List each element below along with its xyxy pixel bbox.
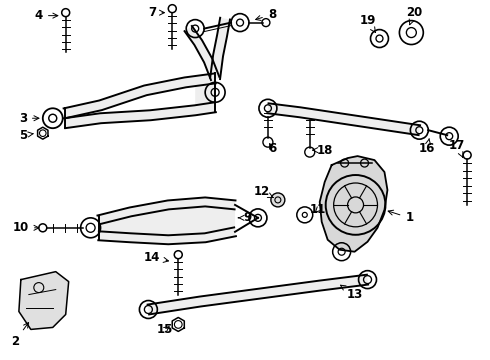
Text: 12: 12	[254, 185, 273, 198]
Circle shape	[271, 193, 285, 207]
Text: 19: 19	[359, 14, 376, 32]
Polygon shape	[64, 102, 216, 128]
Polygon shape	[64, 73, 216, 118]
Text: 15: 15	[157, 323, 173, 336]
Text: 6: 6	[268, 141, 276, 155]
Text: 2: 2	[11, 323, 28, 348]
Text: 7: 7	[148, 6, 165, 19]
Text: 11: 11	[310, 203, 326, 216]
Polygon shape	[195, 73, 215, 115]
Text: 16: 16	[419, 139, 436, 155]
Polygon shape	[147, 275, 368, 314]
Text: 13: 13	[341, 285, 363, 301]
Polygon shape	[267, 103, 420, 135]
Polygon shape	[98, 228, 236, 244]
Text: 1: 1	[388, 210, 414, 224]
Polygon shape	[319, 156, 388, 252]
Text: 14: 14	[144, 251, 169, 264]
Text: 8: 8	[256, 8, 276, 21]
Text: 9: 9	[238, 211, 252, 224]
Text: 18: 18	[313, 144, 333, 157]
Text: 5: 5	[19, 129, 33, 142]
Text: 17: 17	[449, 139, 466, 157]
Polygon shape	[19, 272, 69, 329]
Polygon shape	[98, 197, 236, 224]
Text: 20: 20	[406, 6, 422, 25]
Polygon shape	[210, 18, 230, 79]
Polygon shape	[185, 26, 220, 80]
Polygon shape	[98, 202, 235, 240]
Text: 4: 4	[35, 9, 58, 22]
Text: 10: 10	[13, 221, 39, 234]
Text: 3: 3	[19, 112, 39, 125]
